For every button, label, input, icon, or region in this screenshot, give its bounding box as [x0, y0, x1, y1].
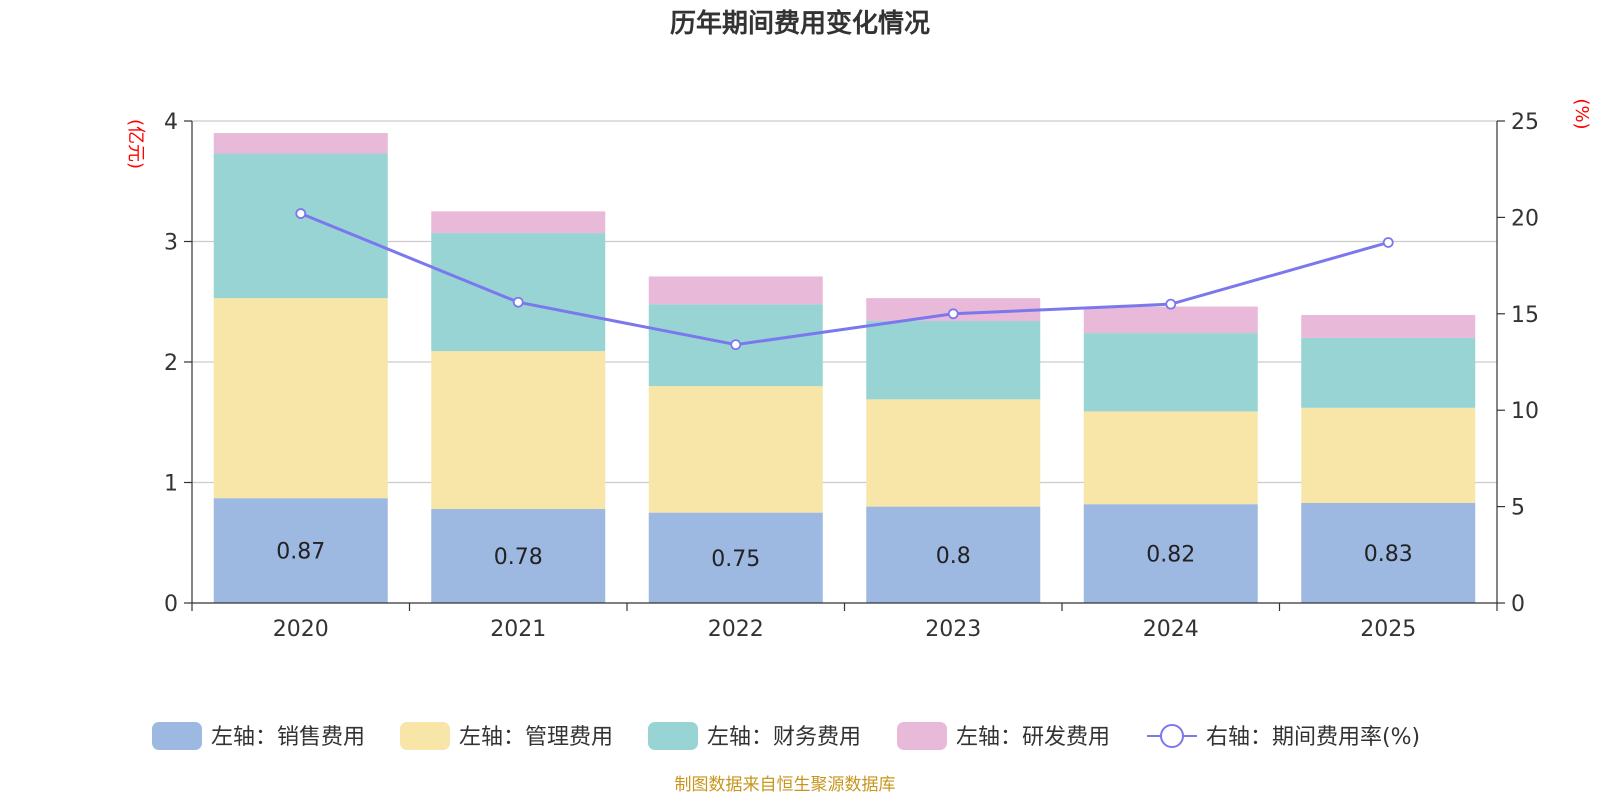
bar-segment: [648, 512, 823, 603]
bar-segment: [431, 211, 606, 234]
bar-segment: [648, 276, 823, 305]
rate-line-path: [300, 212, 1389, 347]
right-axis-unit: (%): [1571, 98, 1592, 129]
bar-labels: 0.87 0.78 0.75 0.8 0.82 0.83: [276, 540, 1412, 572]
rate-point: [947, 308, 959, 320]
source-note: 制图数据来自恒生聚源数据库: [675, 775, 896, 795]
right-tick-label: 5: [1511, 496, 1525, 521]
legend-label: 左轴：研发费用: [956, 725, 1110, 750]
legend-circle-swatch: [1160, 724, 1184, 748]
bar-segment: [1301, 315, 1476, 338]
rate-point: [512, 296, 524, 308]
left-tick-label: 4: [164, 110, 178, 135]
grid: [192, 120, 1497, 484]
bars: [213, 133, 1476, 603]
bar-segment: [866, 506, 1041, 603]
right-tick-label: 20: [1511, 206, 1539, 231]
rate-point: [1165, 298, 1177, 310]
legend-swatch: [897, 722, 947, 750]
legend-label: 左轴：管理费用: [459, 725, 613, 750]
bar-value-label: 0.8: [936, 544, 971, 569]
bar-segment: [1083, 306, 1258, 334]
bar-segment: [648, 386, 823, 513]
bar-value-label: 0.87: [276, 540, 325, 565]
bar-segment: [866, 321, 1041, 400]
legend-swatch: [400, 722, 450, 750]
bar-segment: [1083, 504, 1258, 603]
legend-swatch: [648, 722, 698, 750]
rate-point: [1382, 237, 1394, 248]
bar-segment: [213, 298, 388, 499]
right-tick-label: 25: [1511, 110, 1539, 135]
x-tick-label: 2022: [708, 617, 764, 642]
x-tick-label: 2023: [925, 617, 981, 642]
bar-value-label: 0.83: [1364, 542, 1413, 567]
right-tick-label: 0: [1511, 592, 1525, 617]
x-tick-label: 2024: [1143, 617, 1199, 642]
bar-segment: [213, 153, 388, 299]
rate-point: [730, 339, 742, 351]
x-tick-label: 2020: [273, 617, 329, 642]
rate-point: [295, 208, 307, 219]
bar-value-label: 0.82: [1146, 543, 1195, 568]
legend-label: 左轴：财务费用: [707, 725, 861, 750]
left-tick-label: 2: [164, 351, 178, 376]
bar-value-label: 0.78: [494, 545, 543, 570]
bar-segment: [213, 498, 388, 603]
left-tick-label: 0: [164, 592, 178, 617]
left-tick-label: 1: [164, 472, 178, 497]
legend-label: 右轴：期间费用率(%): [1206, 725, 1420, 750]
x-tick-label: 2025: [1360, 617, 1416, 642]
legend: 左轴：销售费用 左轴：管理费用 左轴：财务费用 左轴：研发费用 右轴：期间费用率(%): [152, 722, 1420, 750]
left-tick-label: 3: [164, 231, 178, 256]
legend-label: 左轴：销售费用: [211, 725, 365, 750]
bar-segment: [431, 509, 606, 603]
bar-segment: [1301, 502, 1476, 603]
rate-line: [295, 208, 1394, 351]
right-tick-label: 15: [1511, 303, 1539, 328]
bar-segment: [431, 233, 606, 352]
left-axis-unit: (亿元): [125, 119, 146, 169]
bar-segment: [1301, 337, 1476, 408]
bar-value-label: 0.75: [711, 547, 760, 572]
legend-swatch: [152, 722, 202, 750]
bar-segment: [1301, 407, 1476, 503]
x-tick-label: 2021: [490, 617, 546, 642]
bar-segment: [213, 133, 388, 154]
bar-segment: [866, 399, 1041, 507]
right-tick-label: 10: [1511, 399, 1539, 424]
bar-segment: [1083, 411, 1258, 505]
bar-segment: [1083, 333, 1258, 412]
bar-segment: [431, 351, 606, 510]
chart-title: 历年期间费用变化情况: [670, 8, 930, 39]
